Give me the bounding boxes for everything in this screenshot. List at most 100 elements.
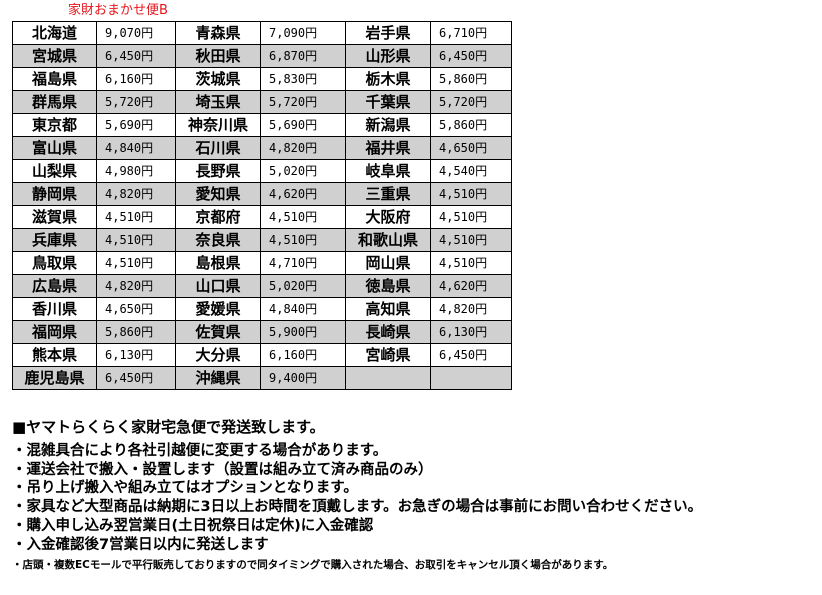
price-cell: 4,820円 xyxy=(96,274,176,298)
prefecture-cell: 大分県 xyxy=(175,343,261,367)
prefecture-cell: 佐賀県 xyxy=(175,320,261,344)
price-cell: 5,860円 xyxy=(430,113,512,137)
note-item: ・家具など大型商品は納期に3日以上お時間を頂戴します。お急ぎの場合は事前にお問い… xyxy=(12,499,703,516)
prefecture-cell: 山形県 xyxy=(345,44,431,68)
price-cell: 6,160円 xyxy=(96,67,176,91)
table-row: 滋賀県 4,510円 京都府 4,510円 大阪府 4,510円 xyxy=(12,205,512,229)
prefecture-cell: 京都府 xyxy=(175,205,261,229)
price-cell: 9,070円 xyxy=(96,21,176,45)
table-row: 香川県 4,650円 愛媛県 4,840円 高知県 4,820円 xyxy=(12,297,512,321)
price-cell: 4,540円 xyxy=(430,159,512,183)
prefecture-cell: 島根県 xyxy=(175,251,261,275)
table-row: 北海道 9,070円 青森県 7,090円 岩手県 6,710円 xyxy=(12,21,512,45)
note-item: ・運送会社で搬入・設置します（設置は組み立て済み商品のみ） xyxy=(12,461,433,478)
prefecture-cell: 石川県 xyxy=(175,136,261,160)
price-cell: 9,400円 xyxy=(260,366,346,390)
price-cell: 4,820円 xyxy=(430,297,512,321)
price-cell: 4,510円 xyxy=(96,251,176,275)
table-row: 広島県 4,820円 山口県 5,020円 徳島県 4,620円 xyxy=(12,274,512,298)
price-cell: 4,510円 xyxy=(430,228,512,252)
prefecture-cell: 大阪府 xyxy=(345,205,431,229)
prefecture-cell: 富山県 xyxy=(12,136,97,160)
price-cell: 6,160円 xyxy=(260,343,346,367)
price-cell: 4,820円 xyxy=(96,182,176,206)
table-row: 鳥取県 4,510円 島根県 4,710円 岡山県 4,510円 xyxy=(12,251,512,275)
price-cell: 4,510円 xyxy=(260,228,346,252)
prefecture-cell: 鳥取県 xyxy=(12,251,97,275)
price-cell: 5,830円 xyxy=(260,67,346,91)
price-cell: 4,510円 xyxy=(430,205,512,229)
prefecture-cell: 茨城県 xyxy=(175,67,261,91)
prefecture-cell: 鹿児島県 xyxy=(12,366,97,390)
price-cell: 4,820円 xyxy=(260,136,346,160)
price-cell: 4,510円 xyxy=(96,205,176,229)
prefecture-cell: 北海道 xyxy=(12,21,97,45)
price-cell: 6,450円 xyxy=(96,44,176,68)
table-row: 福島県 6,160円 茨城県 5,830円 栃木県 5,860円 xyxy=(12,67,512,91)
table-caption: 家財おまかせ便B xyxy=(68,3,168,18)
price-cell: 6,710円 xyxy=(430,21,512,45)
price-cell: 5,720円 xyxy=(260,90,346,114)
price-cell: 5,690円 xyxy=(96,113,176,137)
shipping-heading: ■ヤマトらくらく家財宅急便で発送致します。 xyxy=(12,418,325,436)
price-cell: 4,510円 xyxy=(260,205,346,229)
prefecture-cell: 山梨県 xyxy=(12,159,97,183)
price-cell: 5,020円 xyxy=(260,159,346,183)
prefecture-cell: 岡山県 xyxy=(345,251,431,275)
prefecture-cell: 栃木県 xyxy=(345,67,431,91)
prefecture-cell xyxy=(345,366,431,390)
prefecture-cell: 東京都 xyxy=(12,113,97,137)
price-cell: 5,690円 xyxy=(260,113,346,137)
price-cell: 4,650円 xyxy=(430,136,512,160)
note-item: ・入金確認後7営業日以内に発送します xyxy=(12,536,269,553)
price-cell: 4,510円 xyxy=(430,182,512,206)
price-cell: 5,720円 xyxy=(96,90,176,114)
prefecture-cell: 埼玉県 xyxy=(175,90,261,114)
prefecture-cell: 静岡県 xyxy=(12,182,97,206)
table-row: 山梨県 4,980円 長野県 5,020円 岐阜県 4,540円 xyxy=(12,159,512,183)
prefecture-cell: 長崎県 xyxy=(345,320,431,344)
price-cell: 6,450円 xyxy=(430,44,512,68)
price-cell: 4,620円 xyxy=(430,274,512,298)
prefecture-cell: 神奈川県 xyxy=(175,113,261,137)
prefecture-cell: 滋賀県 xyxy=(12,205,97,229)
prefecture-cell: 千葉県 xyxy=(345,90,431,114)
price-cell: 4,710円 xyxy=(260,251,346,275)
table-row: 東京都 5,690円 神奈川県 5,690円 新潟県 5,860円 xyxy=(12,113,512,137)
prefecture-cell: 福島県 xyxy=(12,67,97,91)
table-row: 鹿児島県 6,450円 沖縄県 9,400円 xyxy=(12,366,512,390)
price-cell: 6,450円 xyxy=(96,366,176,390)
note-item: ・購入申し込み翌営業日(土日祝祭日は定休)に入金確認 xyxy=(12,517,374,534)
price-cell: 6,130円 xyxy=(96,343,176,367)
prefecture-cell: 青森県 xyxy=(175,21,261,45)
prefecture-cell: 兵庫県 xyxy=(12,228,97,252)
price-cell: 4,980円 xyxy=(96,159,176,183)
table-row: 熊本県 6,130円 大分県 6,160円 宮崎県 6,450円 xyxy=(12,343,512,367)
note-item: ・吊り上げ搬入や組み立てはオプションとなります。 xyxy=(12,480,358,497)
price-cell: 6,130円 xyxy=(430,320,512,344)
prefecture-cell: 熊本県 xyxy=(12,343,97,367)
price-cell: 6,870円 xyxy=(260,44,346,68)
table-row: 宮城県 6,450円 秋田県 6,870円 山形県 6,450円 xyxy=(12,44,512,68)
table-row: 兵庫県 4,510円 奈良県 4,510円 和歌山県 4,510円 xyxy=(12,228,512,252)
prefecture-cell: 香川県 xyxy=(12,297,97,321)
prefecture-cell: 秋田県 xyxy=(175,44,261,68)
price-cell: 4,510円 xyxy=(430,251,512,275)
price-cell: 4,650円 xyxy=(96,297,176,321)
prefecture-cell: 長野県 xyxy=(175,159,261,183)
price-cell: 7,090円 xyxy=(260,21,346,45)
prefecture-cell: 宮城県 xyxy=(12,44,97,68)
cancellation-note: ・店頭・複数ECモールで平行販売しておりますので同タイミングで購入された場合、お… xyxy=(12,559,614,571)
price-cell: 4,620円 xyxy=(260,182,346,206)
table-row: 福岡県 5,860円 佐賀県 5,900円 長崎県 6,130円 xyxy=(12,320,512,344)
prefecture-cell: 愛媛県 xyxy=(175,297,261,321)
price-cell: 5,020円 xyxy=(260,274,346,298)
prefecture-cell: 沖縄県 xyxy=(175,366,261,390)
prefecture-cell: 三重県 xyxy=(345,182,431,206)
prefecture-cell: 宮崎県 xyxy=(345,343,431,367)
prefecture-cell: 和歌山県 xyxy=(345,228,431,252)
prefecture-cell: 徳島県 xyxy=(345,274,431,298)
prefecture-cell: 広島県 xyxy=(12,274,97,298)
price-cell: 4,510円 xyxy=(96,228,176,252)
prefecture-cell: 福岡県 xyxy=(12,320,97,344)
